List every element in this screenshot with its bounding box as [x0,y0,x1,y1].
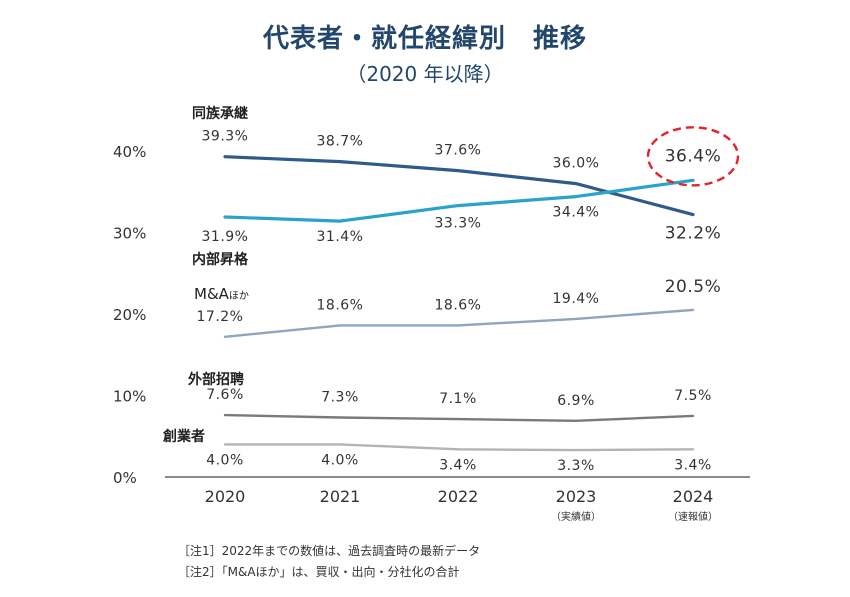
x-tick-label: 2023 [556,487,597,506]
series-line [223,413,695,422]
x-tick-sublabel: （実績値） [551,510,601,523]
series-line [223,178,695,223]
data-label: 3.4% [439,457,477,473]
y-tick-label: 20% [113,306,146,324]
y-tick-label: 30% [113,225,146,243]
footnote-2: ［注2］「M&Aほか」は、買収・出向・分社化の合計 [178,565,460,579]
chart-subtitle: （2020 年以降） [346,62,504,86]
series-name-label: 内部昇格 [192,251,249,268]
highlight-ellipse [646,126,740,187]
data-label: 20.5% [665,277,722,297]
data-label: 3.3% [557,458,595,474]
x-tick-label: 2024 [673,487,714,506]
y-tick-label: 10% [113,388,146,406]
data-label: 33.3% [435,216,482,232]
x-tick-sublabel: （速報値） [668,510,718,523]
chart-title: 代表者・就任経緯別 推移 [262,24,587,54]
data-label: 4.0% [206,452,244,468]
data-label: 39.3% [202,129,249,145]
data-label: 7.5% [674,388,712,404]
y-tick-label: 0% [113,469,137,487]
data-label: 18.6% [435,297,482,313]
series-name-label: 外部招聘 [188,371,244,388]
data-label: 18.6% [317,297,364,313]
series-line [223,155,695,217]
data-label: 36.4% [665,146,722,166]
data-label: 7.6% [206,387,244,403]
series-name-label: M&Aほか [194,285,249,303]
data-label: 19.4% [553,291,600,307]
data-label: 37.6% [435,143,482,159]
data-label: 4.0% [321,452,359,468]
data-label: 17.2% [197,309,244,325]
data-label: 3.4% [674,457,712,473]
data-label: 7.3% [321,390,359,406]
data-label: 36.0% [553,156,600,172]
data-label: 38.7% [317,134,364,150]
data-label: 34.4% [553,205,600,221]
data-label: 6.9% [557,393,595,409]
y-tick-label: 40% [113,143,146,161]
series-line [223,308,695,338]
data-label: 31.4% [317,229,364,245]
data-label: 31.9% [202,229,249,245]
series-line [223,443,695,452]
x-tick-label: 2021 [320,487,361,506]
data-label: 32.2% [665,224,722,244]
series-name-label: 創業者 [162,428,205,445]
data-label: 7.1% [439,391,477,407]
x-tick-label: 2022 [438,487,479,506]
x-tick-label: 2020 [205,487,246,506]
footnote-1: ［注1］2022年までの数値は、過去調査時の最新データ [178,544,481,558]
series-name-label: 同族承継 [192,105,248,122]
